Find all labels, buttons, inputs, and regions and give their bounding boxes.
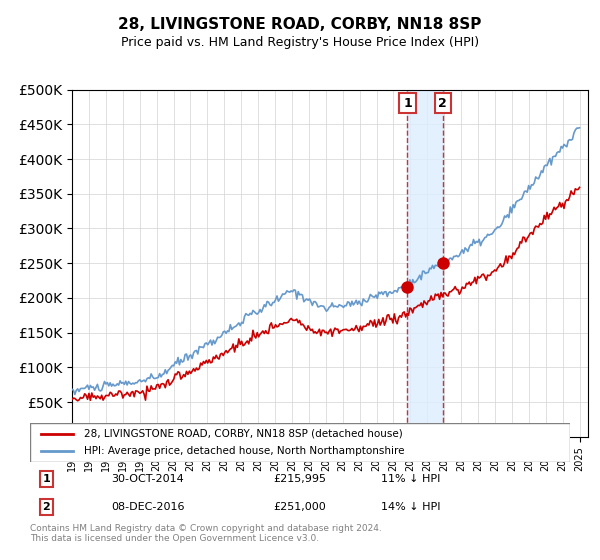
Text: £251,000: £251,000 <box>273 502 326 512</box>
Text: 1: 1 <box>43 474 50 484</box>
Text: 28, LIVINGSTONE ROAD, CORBY, NN18 8SP (detached house): 28, LIVINGSTONE ROAD, CORBY, NN18 8SP (d… <box>84 429 403 439</box>
Text: Price paid vs. HM Land Registry's House Price Index (HPI): Price paid vs. HM Land Registry's House … <box>121 36 479 49</box>
FancyBboxPatch shape <box>30 423 570 462</box>
Text: 28, LIVINGSTONE ROAD, CORBY, NN18 8SP: 28, LIVINGSTONE ROAD, CORBY, NN18 8SP <box>118 17 482 32</box>
Text: 14% ↓ HPI: 14% ↓ HPI <box>381 502 440 512</box>
Text: 30-OCT-2014: 30-OCT-2014 <box>111 474 184 484</box>
Text: HPI: Average price, detached house, North Northamptonshire: HPI: Average price, detached house, Nort… <box>84 446 404 456</box>
Text: 1: 1 <box>403 96 412 110</box>
Text: 11% ↓ HPI: 11% ↓ HPI <box>381 474 440 484</box>
Text: 2: 2 <box>43 502 50 512</box>
Text: Contains HM Land Registry data © Crown copyright and database right 2024.
This d: Contains HM Land Registry data © Crown c… <box>30 524 382 543</box>
Text: £215,995: £215,995 <box>273 474 326 484</box>
Text: 2: 2 <box>439 96 447 110</box>
Bar <box>407 90 443 437</box>
Text: 08-DEC-2016: 08-DEC-2016 <box>111 502 185 512</box>
